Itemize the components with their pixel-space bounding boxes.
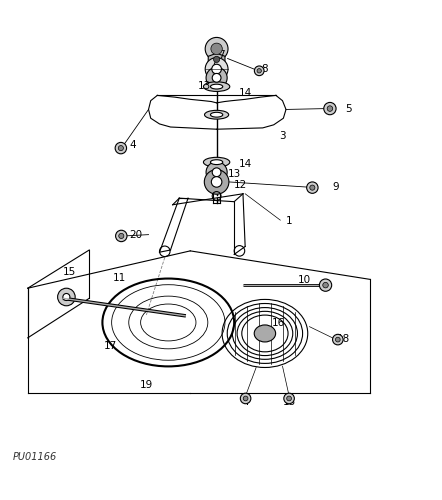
Circle shape [211,176,222,187]
Text: 13: 13 [198,81,211,91]
Circle shape [213,56,220,62]
Text: 16: 16 [271,318,285,328]
Ellipse shape [205,110,229,119]
Circle shape [255,66,264,76]
Circle shape [287,396,291,401]
Circle shape [212,168,221,176]
Circle shape [327,106,333,112]
Text: 17: 17 [104,341,117,351]
Text: 12: 12 [234,180,248,190]
Text: 1: 1 [286,216,293,226]
Circle shape [204,170,229,194]
Circle shape [212,64,221,74]
Circle shape [332,334,343,345]
Circle shape [206,68,227,88]
Circle shape [205,58,228,80]
Circle shape [310,185,315,190]
Text: 14: 14 [239,88,252,98]
Text: 14: 14 [239,160,252,170]
Ellipse shape [203,158,230,167]
Ellipse shape [210,84,223,89]
Text: 10: 10 [298,275,311,285]
Circle shape [206,162,227,183]
Text: 19: 19 [140,380,153,390]
Text: 3: 3 [279,131,286,141]
Circle shape [118,146,123,150]
Circle shape [335,337,340,342]
Text: 2: 2 [211,72,218,82]
Text: 5: 5 [345,104,352,115]
Circle shape [116,230,127,241]
Text: 15: 15 [282,398,296,407]
Text: 11: 11 [112,272,126,282]
Text: 6: 6 [212,60,219,70]
Text: 4: 4 [243,398,249,407]
Text: PU01166: PU01166 [12,452,57,462]
Circle shape [63,294,70,300]
Circle shape [115,142,126,154]
Ellipse shape [210,160,223,164]
Text: 7: 7 [218,50,224,59]
Text: 15: 15 [63,267,76,277]
Circle shape [119,234,124,238]
Circle shape [307,182,318,194]
Circle shape [212,74,221,82]
Text: 20: 20 [129,230,142,239]
Text: 13: 13 [228,170,241,179]
Ellipse shape [254,325,276,342]
Circle shape [323,282,328,288]
Text: 4: 4 [130,140,137,149]
Polygon shape [208,53,225,66]
Circle shape [57,288,75,306]
Circle shape [205,38,228,60]
Circle shape [243,396,248,401]
Text: 9: 9 [332,182,339,192]
Ellipse shape [210,112,223,117]
Circle shape [320,279,332,291]
Circle shape [284,393,294,404]
Text: 8: 8 [262,64,268,74]
Circle shape [257,68,261,73]
Circle shape [211,43,222,54]
Ellipse shape [203,82,230,92]
Circle shape [240,393,251,404]
Text: 18: 18 [336,334,350,344]
Circle shape [324,102,336,115]
